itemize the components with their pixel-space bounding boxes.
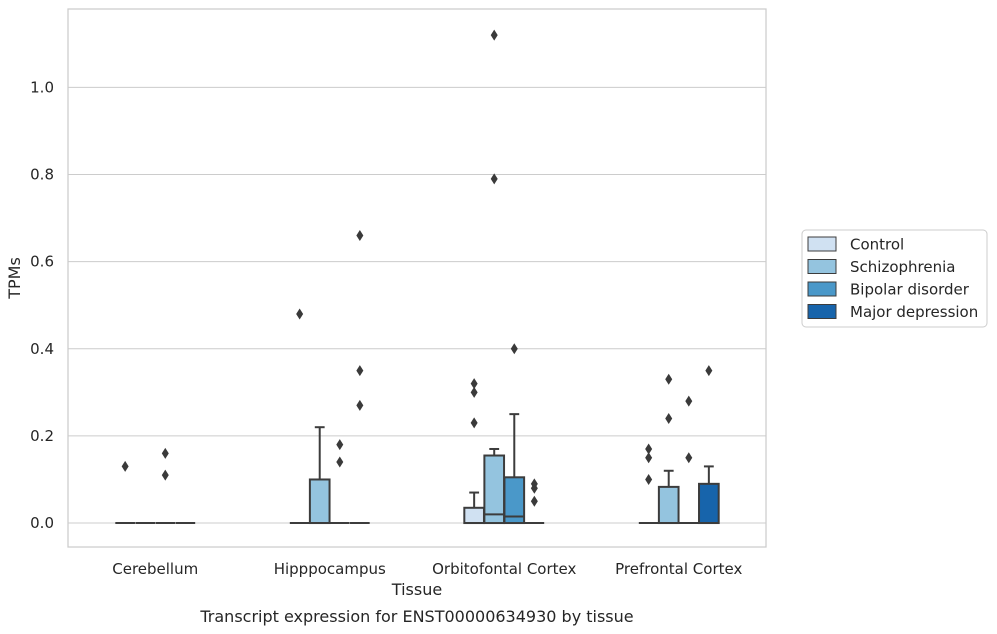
boxes <box>115 29 720 525</box>
legend-swatch <box>807 259 837 274</box>
outlier-point <box>645 473 653 485</box>
outlier-point <box>470 386 478 398</box>
outlier-point <box>470 378 478 390</box>
y-tick-label: 0.2 <box>30 427 54 445</box>
outlier-point <box>645 443 653 455</box>
box <box>657 485 680 525</box>
box <box>463 506 485 525</box>
plot-area <box>68 9 766 547</box>
legend-label: Control <box>850 236 904 254</box>
outlier-point <box>530 495 538 507</box>
outlier-point <box>121 460 129 472</box>
y-tick-label: 0.8 <box>30 166 54 184</box>
legend-label: Schizophrenia <box>850 258 955 276</box>
outlier-point <box>490 173 498 185</box>
x-axis-label: Tissue <box>391 580 442 599</box>
outlier-point <box>470 417 478 429</box>
outlier-point <box>510 343 518 355</box>
x-tick-label: Orbitofontal Cortex <box>432 560 576 578</box>
y-tick-label: 1.0 <box>30 78 54 96</box>
outlier-point <box>705 365 713 377</box>
y-tick-label: 0.0 <box>30 514 54 532</box>
outlier-point <box>356 230 364 242</box>
outlier-point <box>645 452 653 464</box>
outlier-point <box>665 373 673 385</box>
outlier-point <box>665 412 673 424</box>
x-tick-label: Prefrontal Cortex <box>615 560 742 578</box>
legend-label: Major depression <box>850 303 978 321</box>
y-axis-label: TPMs <box>5 257 24 300</box>
outlier-point <box>685 395 693 407</box>
x-tick-labels: Cerebellum Hipppocampus Orbitofontal Corte… <box>112 560 742 578</box>
y-tick-labels: 0.0 0.2 0.4 0.6 0.8 1.0 <box>30 78 54 532</box>
outlier-point <box>296 308 304 320</box>
outlier-point <box>490 29 498 41</box>
y-tick-label: 0.6 <box>30 253 54 271</box>
y-tick-label: 0.4 <box>30 340 54 358</box>
outlier-point <box>336 456 344 468</box>
legend-label: Bipolar disorder <box>850 281 970 299</box>
box <box>483 454 506 525</box>
chart-caption: Transcript expression for ENST0000063493… <box>199 607 633 626</box>
outlier-point <box>161 469 169 481</box>
outlier-point <box>356 399 364 411</box>
outlier-point <box>685 452 693 464</box>
box <box>698 482 720 525</box>
x-tick-label: Hipppocampus <box>274 560 386 578</box>
legend-frame <box>801 229 988 328</box>
box <box>308 478 331 525</box>
legend-swatch <box>807 236 837 252</box>
outlier-point <box>530 478 538 490</box>
legend-swatch <box>807 304 837 319</box>
plot-frame <box>67 8 767 548</box>
x-tick-label: Cerebellum <box>112 560 198 578</box>
outlier-point <box>336 439 344 451</box>
outlier-point <box>161 447 169 459</box>
outlier-point <box>356 365 364 377</box>
legend-swatch <box>807 281 837 297</box>
legend: Control Schizophrenia Bipolar disorder Majo… <box>801 229 988 328</box>
